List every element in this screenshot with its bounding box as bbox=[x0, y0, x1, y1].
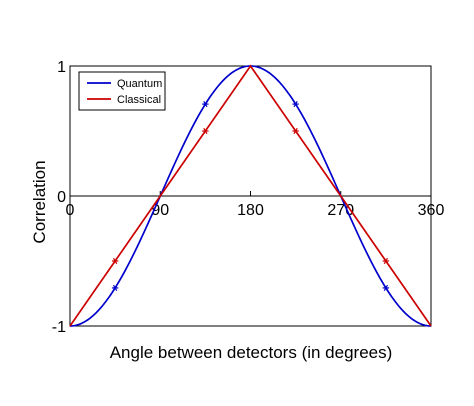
series-marker-quantum bbox=[382, 284, 390, 291]
legend-box bbox=[78, 71, 166, 111]
series-marker-classical bbox=[202, 127, 209, 135]
series-marker-classical bbox=[292, 127, 299, 135]
x-axis-label: Angle between detectors (in degrees) bbox=[110, 343, 393, 362]
x-tick-label: 0 bbox=[66, 202, 75, 219]
legend-entry-classical: Classical bbox=[117, 94, 161, 106]
series-marker-quantum bbox=[111, 284, 119, 291]
y-tick-label: 1 bbox=[57, 59, 66, 76]
y-axis-label: Correlation bbox=[30, 160, 49, 243]
series-marker-quantum bbox=[292, 101, 299, 108]
x-tick-label: 180 bbox=[237, 202, 264, 219]
series-line-classical bbox=[69, 64, 432, 327]
series-marker-quantum bbox=[202, 101, 209, 108]
y-tick-label: 0 bbox=[57, 189, 66, 206]
series-marker-classical bbox=[382, 257, 390, 265]
x-tick-label: 360 bbox=[418, 202, 445, 219]
legend-entry-quantum: Quantum bbox=[117, 78, 162, 90]
series-marker-classical bbox=[111, 257, 119, 265]
y-tick-label: -1 bbox=[52, 319, 66, 336]
